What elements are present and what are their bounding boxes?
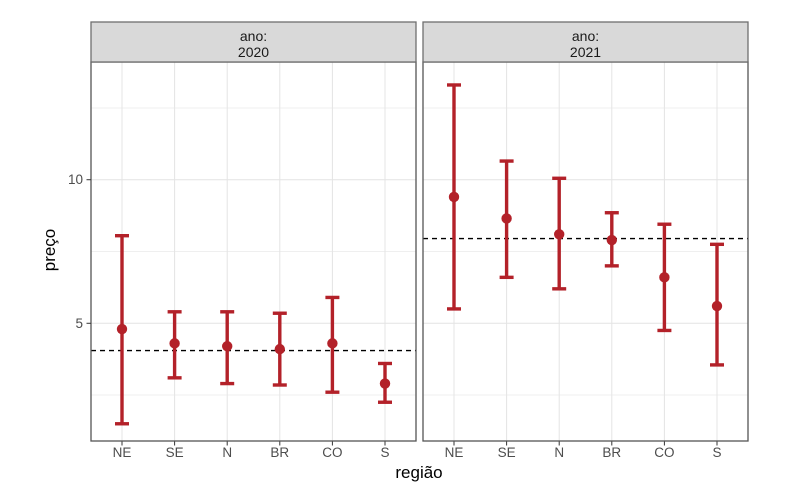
x-tick-label-2020-CO: CO — [322, 445, 342, 460]
point-2020-S — [379, 378, 391, 389]
x-tick-label-2021-S: S — [712, 445, 721, 460]
point-2020-NE — [116, 323, 128, 335]
x-tick-label-2020-N: N — [222, 445, 232, 460]
x-tick-label-2020-BR: BR — [270, 445, 289, 460]
point-2021-CO — [659, 272, 670, 283]
x-tick-label-2020-S: S — [380, 445, 389, 460]
facet-strip-2020 — [90, 21, 417, 63]
x-tick-label-2021-SE: SE — [498, 445, 516, 460]
x-tick-label-2021-CO: CO — [654, 445, 674, 460]
x-tick-label-2020-NE: NE — [113, 445, 132, 460]
y-axis-title: preço — [40, 228, 59, 272]
y-tick-label-10: 10 — [68, 172, 83, 187]
facet-strip-label-value-2021: 2021 — [570, 44, 601, 60]
point-2020-SE — [169, 338, 180, 349]
point-2021-N — [554, 229, 565, 240]
point-2021-SE — [501, 213, 512, 224]
facet-strip-label-value-2020: 2020 — [238, 44, 269, 60]
facet-strip-2021 — [422, 21, 749, 63]
y-tick-label-5: 5 — [75, 316, 83, 331]
point-2021-S — [711, 300, 723, 312]
point-2020-CO — [327, 338, 338, 349]
point-2020-N — [222, 341, 233, 352]
x-tick-label-2021-NE: NE — [445, 445, 464, 460]
x-axis-title: região — [395, 463, 443, 482]
point-2021-NE — [448, 191, 460, 203]
facet-strip-label-prefix-2021: ano: — [572, 28, 599, 44]
facet-strip-label-prefix-2020: ano: — [240, 28, 267, 44]
point-2021-BR — [606, 234, 617, 246]
x-tick-label-2021-N: N — [554, 445, 564, 460]
x-tick-label-2020-SE: SE — [166, 445, 184, 460]
x-tick-label-2021-BR: BR — [602, 445, 621, 460]
point-2020-BR — [274, 343, 285, 355]
